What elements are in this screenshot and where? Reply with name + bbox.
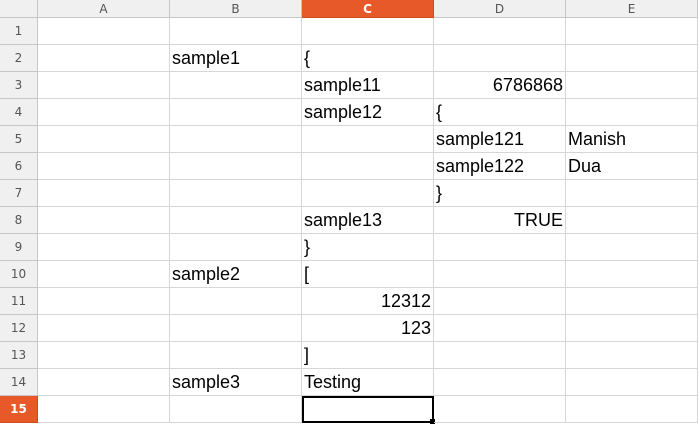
row-header-4[interactable]: 4 bbox=[0, 99, 38, 126]
cell-a10[interactable] bbox=[38, 261, 170, 288]
cell-d8[interactable]: TRUE bbox=[434, 207, 566, 234]
cell-b10[interactable]: sample2 bbox=[170, 261, 302, 288]
column-header-b[interactable]: B bbox=[170, 0, 302, 18]
cell-a7[interactable] bbox=[38, 180, 170, 207]
cell-c3[interactable]: sample11 bbox=[302, 72, 434, 99]
cell-d7[interactable]: } bbox=[434, 180, 566, 207]
cell-d2[interactable] bbox=[434, 45, 566, 72]
cell-d10[interactable] bbox=[434, 261, 566, 288]
cell-d13[interactable] bbox=[434, 342, 566, 369]
cell-b5[interactable] bbox=[170, 126, 302, 153]
cell-a8[interactable] bbox=[38, 207, 170, 234]
cell-b7[interactable] bbox=[170, 180, 302, 207]
cell-e9[interactable] bbox=[566, 234, 698, 261]
row-header-11[interactable]: 11 bbox=[0, 288, 38, 315]
cell-a14[interactable] bbox=[38, 369, 170, 396]
column-header-d[interactable]: D bbox=[434, 0, 566, 18]
cell-c8[interactable]: sample13 bbox=[302, 207, 434, 234]
cell-c5[interactable] bbox=[302, 126, 434, 153]
row-header-7[interactable]: 7 bbox=[0, 180, 38, 207]
cell-c11[interactable]: 12312 bbox=[302, 288, 434, 315]
cell-b12[interactable] bbox=[170, 315, 302, 342]
cell-e6[interactable]: Dua bbox=[566, 153, 698, 180]
cell-e7[interactable] bbox=[566, 180, 698, 207]
cell-a4[interactable] bbox=[38, 99, 170, 126]
cell-c13[interactable]: ] bbox=[302, 342, 434, 369]
cell-e14[interactable] bbox=[566, 369, 698, 396]
cell-c9[interactable]: } bbox=[302, 234, 434, 261]
column-header-a[interactable]: A bbox=[38, 0, 170, 18]
cell-d5[interactable]: sample121 bbox=[434, 126, 566, 153]
cell-c1[interactable] bbox=[302, 18, 434, 45]
cell-c14[interactable]: Testing bbox=[302, 369, 434, 396]
cell-b15[interactable] bbox=[170, 396, 302, 423]
cell-c4[interactable]: sample12 bbox=[302, 99, 434, 126]
cell-e4[interactable] bbox=[566, 99, 698, 126]
autofill-handle[interactable] bbox=[430, 419, 435, 424]
cell-e15[interactable] bbox=[566, 396, 698, 423]
cell-c2[interactable]: { bbox=[302, 45, 434, 72]
row-header-1[interactable]: 1 bbox=[0, 18, 38, 45]
cell-b11[interactable] bbox=[170, 288, 302, 315]
select-all-corner[interactable] bbox=[0, 0, 38, 18]
row-header-15[interactable]: 15 bbox=[0, 396, 38, 423]
cell-a15[interactable] bbox=[38, 396, 170, 423]
column-header-e[interactable]: E bbox=[566, 0, 698, 18]
column-header-c[interactable]: C bbox=[302, 0, 434, 18]
cell-e3[interactable] bbox=[566, 72, 698, 99]
cell-a9[interactable] bbox=[38, 234, 170, 261]
cell-c6[interactable] bbox=[302, 153, 434, 180]
cell-c7[interactable] bbox=[302, 180, 434, 207]
cell-a11[interactable] bbox=[38, 288, 170, 315]
cell-d11[interactable] bbox=[434, 288, 566, 315]
cell-a13[interactable] bbox=[38, 342, 170, 369]
row-header-12[interactable]: 12 bbox=[0, 315, 38, 342]
row-header-10[interactable]: 10 bbox=[0, 261, 38, 288]
row-header-6[interactable]: 6 bbox=[0, 153, 38, 180]
cell-a12[interactable] bbox=[38, 315, 170, 342]
cell-b3[interactable] bbox=[170, 72, 302, 99]
cell-d15[interactable] bbox=[434, 396, 566, 423]
cell-a3[interactable] bbox=[38, 72, 170, 99]
row-header-13[interactable]: 13 bbox=[0, 342, 38, 369]
cell-c12[interactable]: 123 bbox=[302, 315, 434, 342]
cell-e13[interactable] bbox=[566, 342, 698, 369]
cell-d4[interactable]: { bbox=[434, 99, 566, 126]
cell-c10[interactable]: [ bbox=[302, 261, 434, 288]
cell-a6[interactable] bbox=[38, 153, 170, 180]
cell-e11[interactable] bbox=[566, 288, 698, 315]
row-header-8[interactable]: 8 bbox=[0, 207, 38, 234]
row-header-2[interactable]: 2 bbox=[0, 45, 38, 72]
cell-b13[interactable] bbox=[170, 342, 302, 369]
cell-e5[interactable]: Manish bbox=[566, 126, 698, 153]
cell-d12[interactable] bbox=[434, 315, 566, 342]
cell-e2[interactable] bbox=[566, 45, 698, 72]
cell-d3[interactable]: 6786868 bbox=[434, 72, 566, 99]
cell-a1[interactable] bbox=[38, 18, 170, 45]
cell-e1[interactable] bbox=[566, 18, 698, 45]
cell-b6[interactable] bbox=[170, 153, 302, 180]
cell-b8[interactable] bbox=[170, 207, 302, 234]
cell-d14[interactable] bbox=[434, 369, 566, 396]
row-header-5[interactable]: 5 bbox=[0, 126, 38, 153]
cell-b14[interactable]: sample3 bbox=[170, 369, 302, 396]
cell-b4[interactable] bbox=[170, 99, 302, 126]
cell-d1[interactable] bbox=[434, 18, 566, 45]
cell-a5[interactable] bbox=[38, 126, 170, 153]
cell-e12[interactable] bbox=[566, 315, 698, 342]
row-header-3[interactable]: 3 bbox=[0, 72, 38, 99]
cell-b9[interactable] bbox=[170, 234, 302, 261]
selected-cell-cursor[interactable] bbox=[302, 396, 434, 423]
cell-e8[interactable] bbox=[566, 207, 698, 234]
row-header-14[interactable]: 14 bbox=[0, 369, 38, 396]
cell-b2[interactable]: sample1 bbox=[170, 45, 302, 72]
cell-d6[interactable]: sample122 bbox=[434, 153, 566, 180]
cell-e10[interactable] bbox=[566, 261, 698, 288]
cell-a2[interactable] bbox=[38, 45, 170, 72]
cell-d9[interactable] bbox=[434, 234, 566, 261]
row-header-9[interactable]: 9 bbox=[0, 234, 38, 261]
cell-b1[interactable] bbox=[170, 18, 302, 45]
